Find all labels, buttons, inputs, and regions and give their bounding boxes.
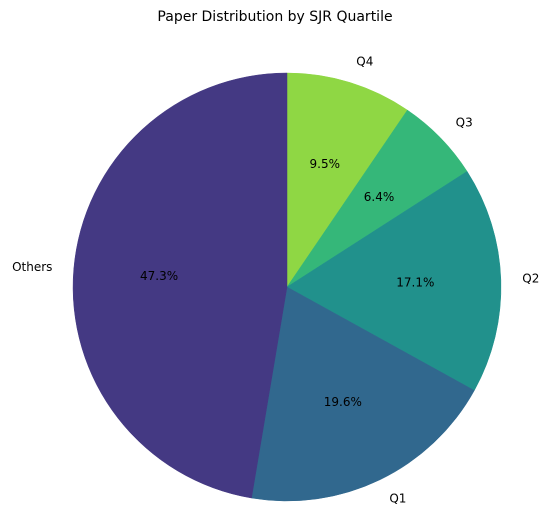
slice-label-q4: Q4 (356, 55, 373, 69)
pie-slice-q2 (286, 171, 502, 391)
pie-slice-q4 (286, 72, 408, 288)
slice-label-q2: Q2 (522, 272, 539, 286)
pie-slice-q1 (251, 286, 475, 502)
pie-labels: 9.5% Q4 6.4% Q3 17.1% Q2 19.6% Q1 47.3% Others (12, 55, 539, 506)
pct-label-others: 47.3% (140, 269, 178, 283)
pie-slices (72, 72, 502, 502)
pct-label-q2: 17.1% (396, 275, 434, 289)
slice-label-q3: Q3 (456, 115, 473, 129)
slice-label-others: Others (12, 260, 52, 274)
chart-title: Paper Distribution by SJR Quartile (157, 9, 393, 25)
slice-label-q1: Q1 (389, 492, 406, 506)
pct-label-q3: 6.4% (364, 190, 395, 204)
pct-label-q4: 9.5% (310, 157, 341, 171)
pct-label-q1: 19.6% (324, 395, 362, 409)
pie-slice-others (72, 72, 288, 499)
